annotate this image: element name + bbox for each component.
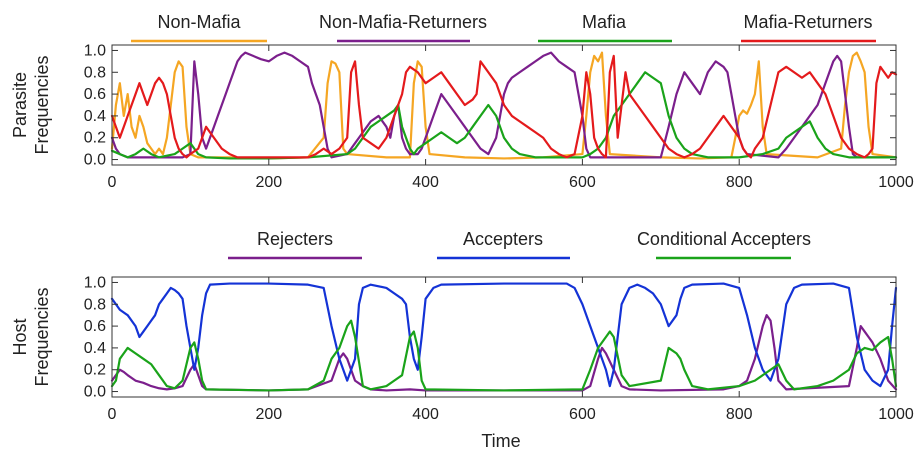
host-legend-label: Accepters [463, 229, 543, 249]
parasite-x-tick-label: 0 [108, 174, 117, 191]
parasite-legend-label: Non-Mafia [157, 12, 241, 32]
host-y-tick-label: 0.4 [84, 340, 106, 357]
host-x-tick-label: 400 [412, 406, 439, 423]
parasite-y-tick-label: 0.2 [84, 130, 106, 147]
host-legend-label: Conditional Accepters [637, 229, 811, 249]
host-y-tick-label: 1.0 [84, 274, 106, 291]
host-y-axis-label-line: Frequencies [32, 287, 52, 386]
host-legend-entry: Conditional Accepters [637, 229, 811, 260]
host-x-tick-label: 600 [569, 406, 596, 423]
host-y-tick-label: 0.2 [84, 362, 106, 379]
host-y-tick-label: 0.6 [84, 318, 106, 335]
host-panel: 0 200 400 600 800 1000 0.0 0.2 0.4 0.6 0.8 1.0 Host F… [10, 229, 914, 423]
parasite-legend-label: Mafia [582, 12, 627, 32]
parasite-series-group [110, 51, 898, 160]
parasite-x-tick-label: 400 [412, 174, 439, 191]
parasite-legend-entry: Non-Mafia [131, 12, 267, 43]
parasite-series-line-non-mafia [110, 51, 898, 160]
parasite-y-tick-label: 0.6 [84, 86, 106, 103]
parasite-y-tick-label: 0.0 [84, 152, 106, 169]
parasite-y-axis-label-line: Frequencies [32, 55, 52, 154]
host-series-group [110, 282, 898, 392]
parasite-x-tick-label: 800 [726, 174, 753, 191]
host-series-line-accepters [110, 282, 898, 388]
parasite-plot-frame [111, 44, 897, 166]
host-legend-label: Rejecters [257, 229, 333, 249]
host-y-tick-label: 0.8 [84, 296, 106, 313]
parasite-series-line-mafia-returners [110, 54, 898, 159]
host-legend-entry: Rejecters [228, 229, 362, 260]
parasite-x-tick-label: 600 [569, 174, 596, 191]
parasite-legend-entry: Mafia [538, 12, 672, 43]
parasite-y-axis-label-line: Parasite [10, 72, 30, 138]
parasite-series-line-mafia [110, 71, 898, 160]
host-plot-frame [111, 276, 897, 398]
parasite-legend-entry: Mafia-Returners [741, 12, 876, 43]
parasite-panel: 0 200 400 600 800 1000 0.0 0.2 0.4 0.6 0.8 1.0 Paras… [10, 12, 914, 191]
parasite-x-tick-label: 1000 [878, 174, 914, 191]
parasite-y-tick-label: 1.0 [84, 42, 106, 59]
parasite-legend-entry: Non-Mafia-Returners [319, 12, 487, 43]
host-series-line-conditional-accepters [110, 319, 898, 392]
parasite-y-tick-label: 0.8 [84, 64, 106, 81]
parasite-legend-label: Mafia-Returners [743, 12, 872, 32]
host-y-axis-label-line: Host [10, 318, 30, 355]
host-x-tick-label: 0 [108, 406, 117, 423]
host-y-tick-label: 0.0 [84, 384, 106, 401]
host-x-tick-label: 800 [726, 406, 753, 423]
parasite-legend-label: Non-Mafia-Returners [319, 12, 487, 32]
parasite-y-tick-label: 0.4 [84, 108, 106, 125]
host-legend-entry: Accepters [437, 229, 570, 260]
parasite-x-tick-label: 200 [255, 174, 282, 191]
x-axis-label: Time [481, 431, 520, 451]
host-x-tick-label: 200 [255, 406, 282, 423]
host-x-tick-label: 1000 [878, 406, 914, 423]
